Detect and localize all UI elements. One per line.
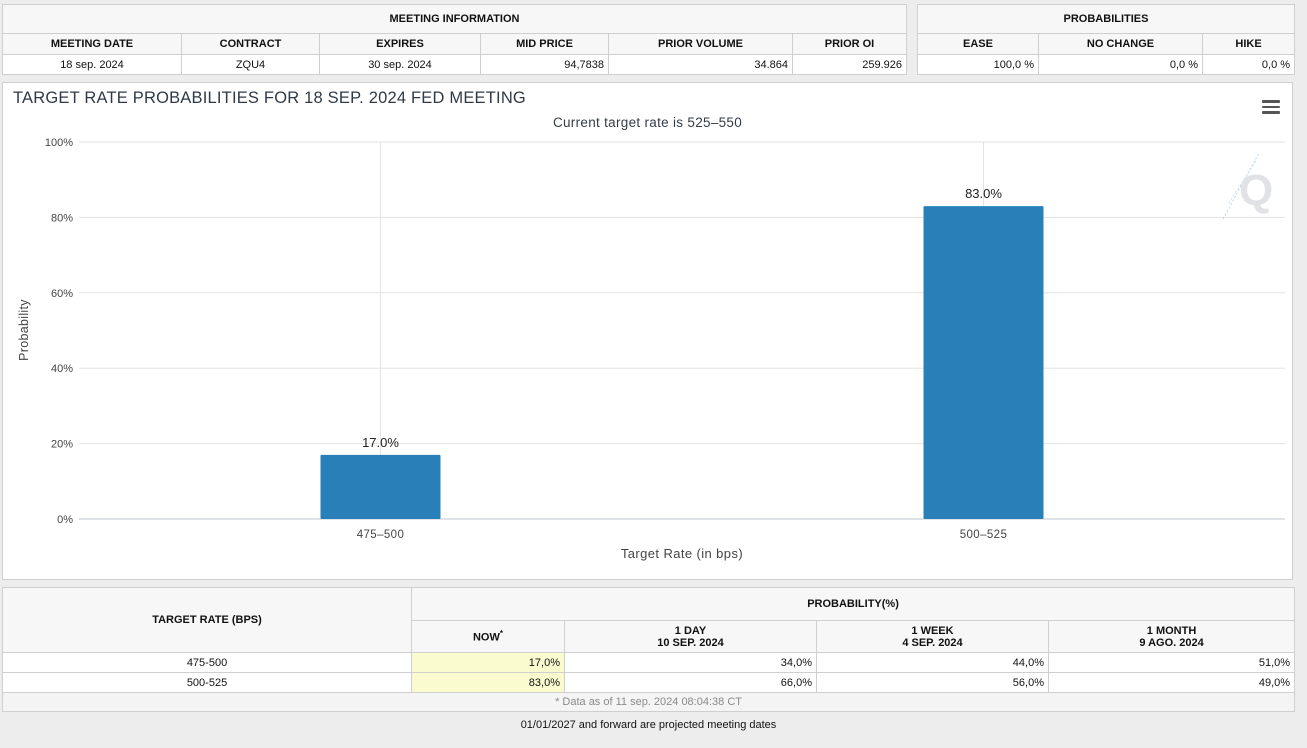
- one-month-value-cell: 49,0%: [1047, 672, 1296, 693]
- one-month-date: 9 AGO. 2024: [1139, 636, 1204, 649]
- one-day-value-cell: 66,0%: [564, 672, 817, 693]
- probability-group-header: PROBABILITY(%): [410, 587, 1296, 621]
- rate-cell: 500-525: [2, 672, 412, 693]
- one-week-date: 4 SEP. 2024: [902, 636, 963, 649]
- y-tick-label: 100%: [45, 137, 73, 149]
- y-tick-label: 40%: [51, 363, 73, 375]
- meeting-information-table: MEETING INFORMATION MEETING DATE CONTRAC…: [2, 4, 907, 75]
- prior-volume-value: 34.864: [608, 54, 793, 75]
- chart-panel: Q 17.0% 83.0% 0% 20% 40% 60% 80% 100% 475–500 5…: [2, 82, 1293, 580]
- hamburger-menu-icon[interactable]: [1262, 100, 1280, 114]
- no-change-value: 0,0 %: [1038, 54, 1203, 75]
- chart-subtitle: Current target rate is 525–550: [552, 115, 743, 130]
- bar-data-label: 83.0%: [965, 186, 1002, 201]
- y-axis-title: Probability: [17, 299, 31, 361]
- prior-volume-header: PRIOR VOLUME: [608, 33, 793, 55]
- svg-text:Q: Q: [1239, 166, 1273, 215]
- probability-history-table: TARGET RATE (BPS) PROBABILITY(%) NOW* 1 …: [1, 587, 1296, 712]
- table-row: 500-525 83,0% 66,0% 56,0% 49,0%: [2, 672, 1296, 693]
- x-tick-label: 475–500: [357, 529, 405, 541]
- one-day-value-cell: 34,0%: [564, 652, 817, 673]
- one-week-value-cell: 44,0%: [816, 652, 1049, 673]
- rate-cell: 475-500: [2, 652, 412, 673]
- x-axis-ticks: 475–500 500–525: [357, 529, 1008, 541]
- x-axis-title: Target Rate (in bps): [621, 546, 743, 561]
- one-day-label: 1 DAY: [674, 624, 707, 637]
- y-tick-label: 60%: [51, 288, 73, 300]
- now-header: NOW*: [411, 620, 565, 653]
- probability-bar-chart: Q 17.0% 83.0% 0% 20% 40% 60% 80% 100% 475–500 5…: [17, 137, 1285, 561]
- ease-header: EASE: [917, 33, 1039, 55]
- bar-2[interactable]: [923, 206, 1044, 519]
- mid-price-header: MID PRICE: [480, 33, 609, 55]
- prior-oi-header: PRIOR OI: [792, 33, 907, 55]
- contract-header: CONTRACT: [181, 33, 320, 55]
- expires-header: EXPIRES: [319, 33, 481, 55]
- one-month-header: 1 MONTH 9 AGO. 2024: [1047, 620, 1296, 653]
- grid-lines: [79, 141, 1285, 520]
- y-axis-ticks: 0% 20% 40% 60% 80% 100%: [45, 137, 73, 526]
- mid-price-value: 94,7838: [480, 54, 609, 75]
- meeting-date-header: MEETING DATE: [2, 33, 182, 55]
- one-day-date: 10 SEP. 2024: [657, 636, 724, 649]
- bar-data-label: 17.0%: [362, 435, 399, 450]
- bar-1[interactable]: [320, 454, 441, 519]
- meeting-date-value: 18 sep. 2024: [2, 54, 182, 75]
- target-rate-header: TARGET RATE (BPS): [2, 587, 412, 653]
- now-marker: *: [499, 629, 503, 639]
- ease-value: 100,0 %: [917, 54, 1039, 75]
- contract-value: ZQU4: [181, 54, 320, 75]
- now-label: NOW: [472, 631, 500, 644]
- y-tick-label: 0%: [57, 514, 73, 526]
- hike-header: HIKE: [1201, 33, 1296, 55]
- projected-dates-note: 01/01/2027 and forward are projected mee…: [520, 719, 777, 731]
- data-labels: 17.0% 83.0%: [362, 186, 1002, 450]
- expires-value: 30 sep. 2024: [319, 54, 481, 75]
- probabilities-table: PROBABILITIES EASE NO CHANGE HIKE 100,0 …: [916, 4, 1296, 75]
- one-week-header: 1 WEEK 4 SEP. 2024: [816, 620, 1049, 653]
- table-row: 475-500 17,0% 34,0% 44,0% 51,0%: [2, 652, 1296, 673]
- one-month-label: 1 MONTH: [1146, 624, 1197, 637]
- one-week-label: 1 WEEK: [911, 624, 954, 637]
- q-logo-watermark-icon: Q: [1222, 152, 1273, 220]
- y-tick-label: 20%: [51, 439, 73, 451]
- hike-value: 0,0 %: [1201, 54, 1296, 75]
- probabilities-title: PROBABILITIES: [916, 4, 1296, 34]
- meeting-information-title: MEETING INFORMATION: [2, 4, 907, 34]
- y-tick-label: 80%: [51, 212, 73, 224]
- data-as-of-footnote: * Data as of 11 sep. 2024 08:04:38 CT: [1, 692, 1296, 712]
- one-week-value-cell: 56,0%: [816, 672, 1049, 693]
- now-value-cell: 83,0%: [411, 672, 565, 693]
- one-day-header: 1 DAY 10 SEP. 2024: [564, 620, 817, 653]
- prior-oi-value: 259.926: [792, 54, 907, 75]
- chart-title: TARGET RATE PROBABILITIES FOR 18 SEP. 20…: [13, 89, 526, 107]
- bars: [320, 206, 1044, 519]
- now-value-cell: 17,0%: [411, 652, 565, 673]
- one-month-value-cell: 51,0%: [1047, 652, 1296, 673]
- x-tick-label: 500–525: [960, 529, 1008, 541]
- no-change-header: NO CHANGE: [1038, 33, 1203, 55]
